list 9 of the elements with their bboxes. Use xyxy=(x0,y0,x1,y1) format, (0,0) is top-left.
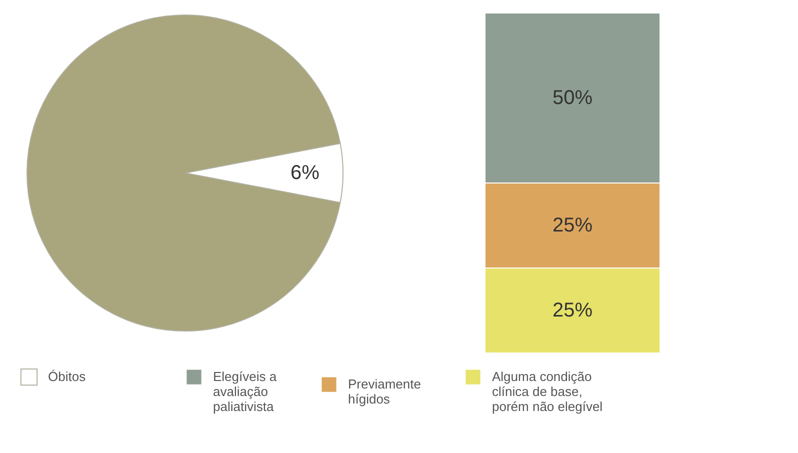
legend-label: Alguma condição clínica de base, porém não elegível xyxy=(492,369,603,414)
legend-label: Elegíveis a avaliação paliativista xyxy=(213,369,278,414)
data-label: 6% xyxy=(290,162,320,184)
legend-label: Previamente hígidos xyxy=(348,376,421,406)
data-label: 25% xyxy=(552,300,593,322)
data-label: 50% xyxy=(552,87,593,109)
data-label: 25% xyxy=(552,214,593,236)
legend-label: Óbitos xyxy=(48,369,86,384)
pie-slice xyxy=(26,14,341,332)
